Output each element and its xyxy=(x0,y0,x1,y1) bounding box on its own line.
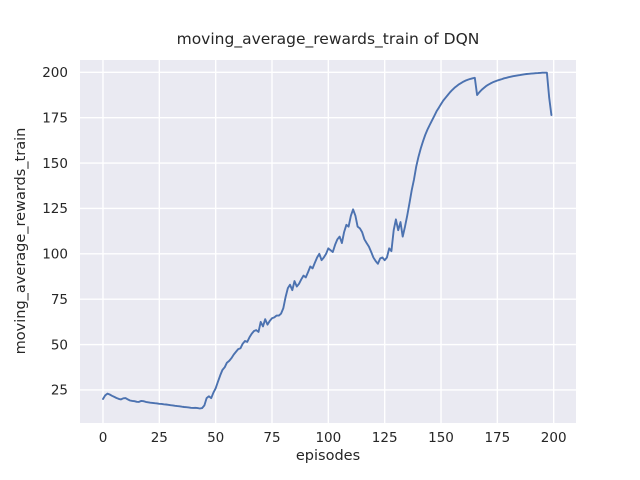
y-tick-label: 75 xyxy=(51,292,68,308)
x-tick-label: 125 xyxy=(372,430,398,446)
y-tick-label: 200 xyxy=(42,65,68,81)
x-tick-label: 25 xyxy=(151,430,168,446)
x-axis-label: episodes xyxy=(295,448,361,464)
y-tick-label: 50 xyxy=(51,337,68,353)
x-tick-label: 200 xyxy=(541,430,567,446)
x-tick-label: 150 xyxy=(428,430,454,446)
y-tick-label: 125 xyxy=(42,201,68,217)
x-tick-label: 0 xyxy=(99,430,108,446)
x-tick-label: 175 xyxy=(484,430,510,446)
y-tick-label: 25 xyxy=(51,383,68,399)
y-tick-label: 175 xyxy=(42,110,68,126)
x-tick-label: 75 xyxy=(263,430,280,446)
y-tick-label: 150 xyxy=(42,156,68,172)
x-tick-label: 100 xyxy=(315,430,341,446)
chart-title: moving_average_rewards_train of DQN xyxy=(176,30,480,48)
y-tick-label: 100 xyxy=(42,247,68,263)
x-tick-label: 50 xyxy=(207,430,224,446)
reward-line xyxy=(102,71,553,410)
